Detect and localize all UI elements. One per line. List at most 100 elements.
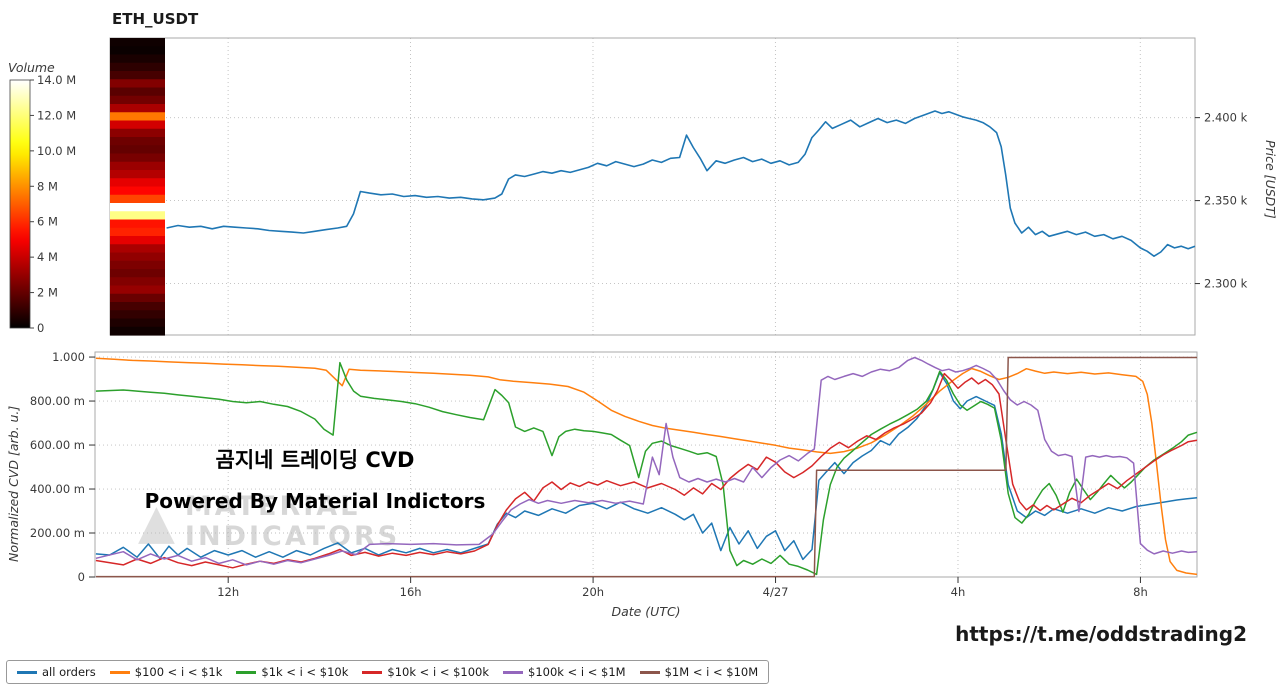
heatmap-cell <box>110 326 165 336</box>
legend-swatch <box>236 670 257 674</box>
legend-item[interactable]: $1k < i < $10k <box>236 665 348 679</box>
price-plot-border <box>109 37 1196 336</box>
heatmap-cell <box>110 137 165 146</box>
watermark-logo-icon: ▲ <box>138 494 175 551</box>
heatmap-cell <box>110 95 165 105</box>
heatmap-cell <box>110 260 165 270</box>
cvd-y-tick-label: 400.00 m <box>30 482 85 496</box>
cvd-series-line <box>95 356 1197 578</box>
legend-label: $1k < i < $10k <box>261 665 349 679</box>
cvd-x-tick-label: 4/27 <box>763 585 789 599</box>
heatmap-cell <box>110 153 165 163</box>
heatmap-cell <box>110 128 165 138</box>
heatmap-cell <box>110 46 165 56</box>
heatmap-cell <box>110 302 165 311</box>
legend-swatch <box>17 670 37 674</box>
chart-title: ETH_USDT <box>112 10 199 28</box>
volume-heatmap <box>110 38 165 336</box>
cvd-x-tick-label: 16h <box>400 585 422 599</box>
heatmap-cell <box>110 219 165 229</box>
volume-colorbar-label: Volume <box>8 60 55 75</box>
legend-item[interactable]: $1M < i < $10M <box>639 665 759 679</box>
legend-item[interactable]: $100 < i < $1k <box>109 665 223 679</box>
cvd-x-tick-label: 20h <box>582 585 604 599</box>
heatmap-cell <box>110 318 165 328</box>
watermark-overlay: 곰지네 트레이딩 CVD Powered By Material Indicto… <box>125 444 505 513</box>
heatmap-cell <box>110 120 165 130</box>
legend: all orders $100 < i < $1k $1k < i < $10k $1… <box>6 660 770 684</box>
cvd-series-line <box>95 357 1198 576</box>
cvd-series-line <box>95 361 1198 576</box>
heatmap-cell <box>110 310 165 320</box>
legend-item[interactable]: $10k < i < $100k <box>362 665 489 679</box>
cvd-y-tick-label: 0 <box>78 570 85 584</box>
heatmap-cell <box>110 285 165 295</box>
cvd-y-tick-label: 600.00 m <box>30 438 85 452</box>
colorbar-tick-label: 10.0 M <box>37 144 76 158</box>
colorbar-tick-label: 2 M <box>37 286 58 300</box>
watermark-line2: Powered By Material Indictors <box>144 489 486 513</box>
heatmap-cell <box>110 62 165 72</box>
heatmap-cell <box>110 170 165 179</box>
heatmap-cell <box>110 277 165 287</box>
price-tick-label: 2.400 k <box>1204 111 1248 125</box>
watermark-line1: 곰지네 트레이딩 CVD <box>215 448 415 472</box>
heatmap-cell <box>110 87 165 97</box>
heatmap-cell <box>110 293 165 303</box>
heatmap-cell <box>110 104 165 113</box>
legend-swatch <box>639 670 660 674</box>
cvd-y-tick-label: 1.000 <box>52 350 85 364</box>
heatmap-cell <box>110 71 165 80</box>
price-axis-label: Price [USDT] <box>1263 140 1278 219</box>
heatmap-cell <box>110 269 165 278</box>
heatmap-cell <box>110 54 165 64</box>
heatmap-cell <box>110 79 165 89</box>
colorbar-tick-label: 14.0 M <box>37 73 76 87</box>
heatmap-cell <box>110 227 165 237</box>
colorbar-tick-label: 0 <box>37 321 44 335</box>
colorbar-tick-label: 12.0 M <box>37 108 76 122</box>
price-tick-label: 2.300 k <box>1204 277 1248 291</box>
price-chart: 2.300 k 2.350 k 2.400 k Price [USDT] <box>109 37 1278 336</box>
cvd-x-tick-label: 12h <box>217 585 239 599</box>
legend-item[interactable]: $100k < i < $1M <box>503 665 626 679</box>
legend-label: $100 < i < $1k <box>134 665 223 679</box>
heatmap-cell <box>110 244 165 254</box>
telegram-link: https://t.me/oddstrading2 <box>955 622 1247 646</box>
cvd-chart: 0 200.00 m 400.00 m 600.00 m 800.00 m 1.000 12… <box>6 350 1198 619</box>
price-line <box>166 110 1196 257</box>
heatmap-cell <box>110 161 165 171</box>
watermark-background-text: MATERIAL INDICATORS <box>184 491 401 553</box>
cvd-x-tick-label: 8h <box>1133 585 1148 599</box>
heatmap-cell <box>110 203 165 212</box>
cvd-y-tick-label: 800.00 m <box>30 394 85 408</box>
heatmap-cell <box>110 211 165 221</box>
legend-label: all orders <box>42 665 96 679</box>
price-tick-label: 2.350 k <box>1204 194 1248 208</box>
colorbar-gradient <box>9 79 31 329</box>
heatmap-cell <box>110 236 165 245</box>
legend-label: $1M < i < $10M <box>664 665 759 679</box>
legend-item[interactable]: all orders <box>17 665 96 679</box>
heatmap-cell <box>110 178 165 188</box>
colorbar-tick-label: 6 M <box>37 215 58 229</box>
legend-swatch <box>362 670 383 674</box>
legend-swatch <box>109 670 130 674</box>
colorbar-tick-label: 4 M <box>37 250 58 264</box>
heatmap-cell <box>110 112 165 122</box>
heatmap-cell <box>110 252 165 262</box>
x-axis-label: Date (UTC) <box>611 604 680 619</box>
heatmap-cell <box>110 194 165 204</box>
cvd-axis-label: Normalized CVD [arb. u.] <box>6 406 21 562</box>
cvd-series-line <box>95 356 1198 566</box>
legend-label: $100k < i < $1M <box>528 665 626 679</box>
heatmap-cell <box>110 186 165 196</box>
cvd-series-line <box>95 372 1198 569</box>
colorbar-tick-label: 8 M <box>37 179 58 193</box>
material-indicators-watermark: ▲ MATERIAL INDICATORS <box>138 491 401 553</box>
legend-label: $10k < i < $100k <box>387 665 490 679</box>
heatmap-cell <box>110 38 165 47</box>
